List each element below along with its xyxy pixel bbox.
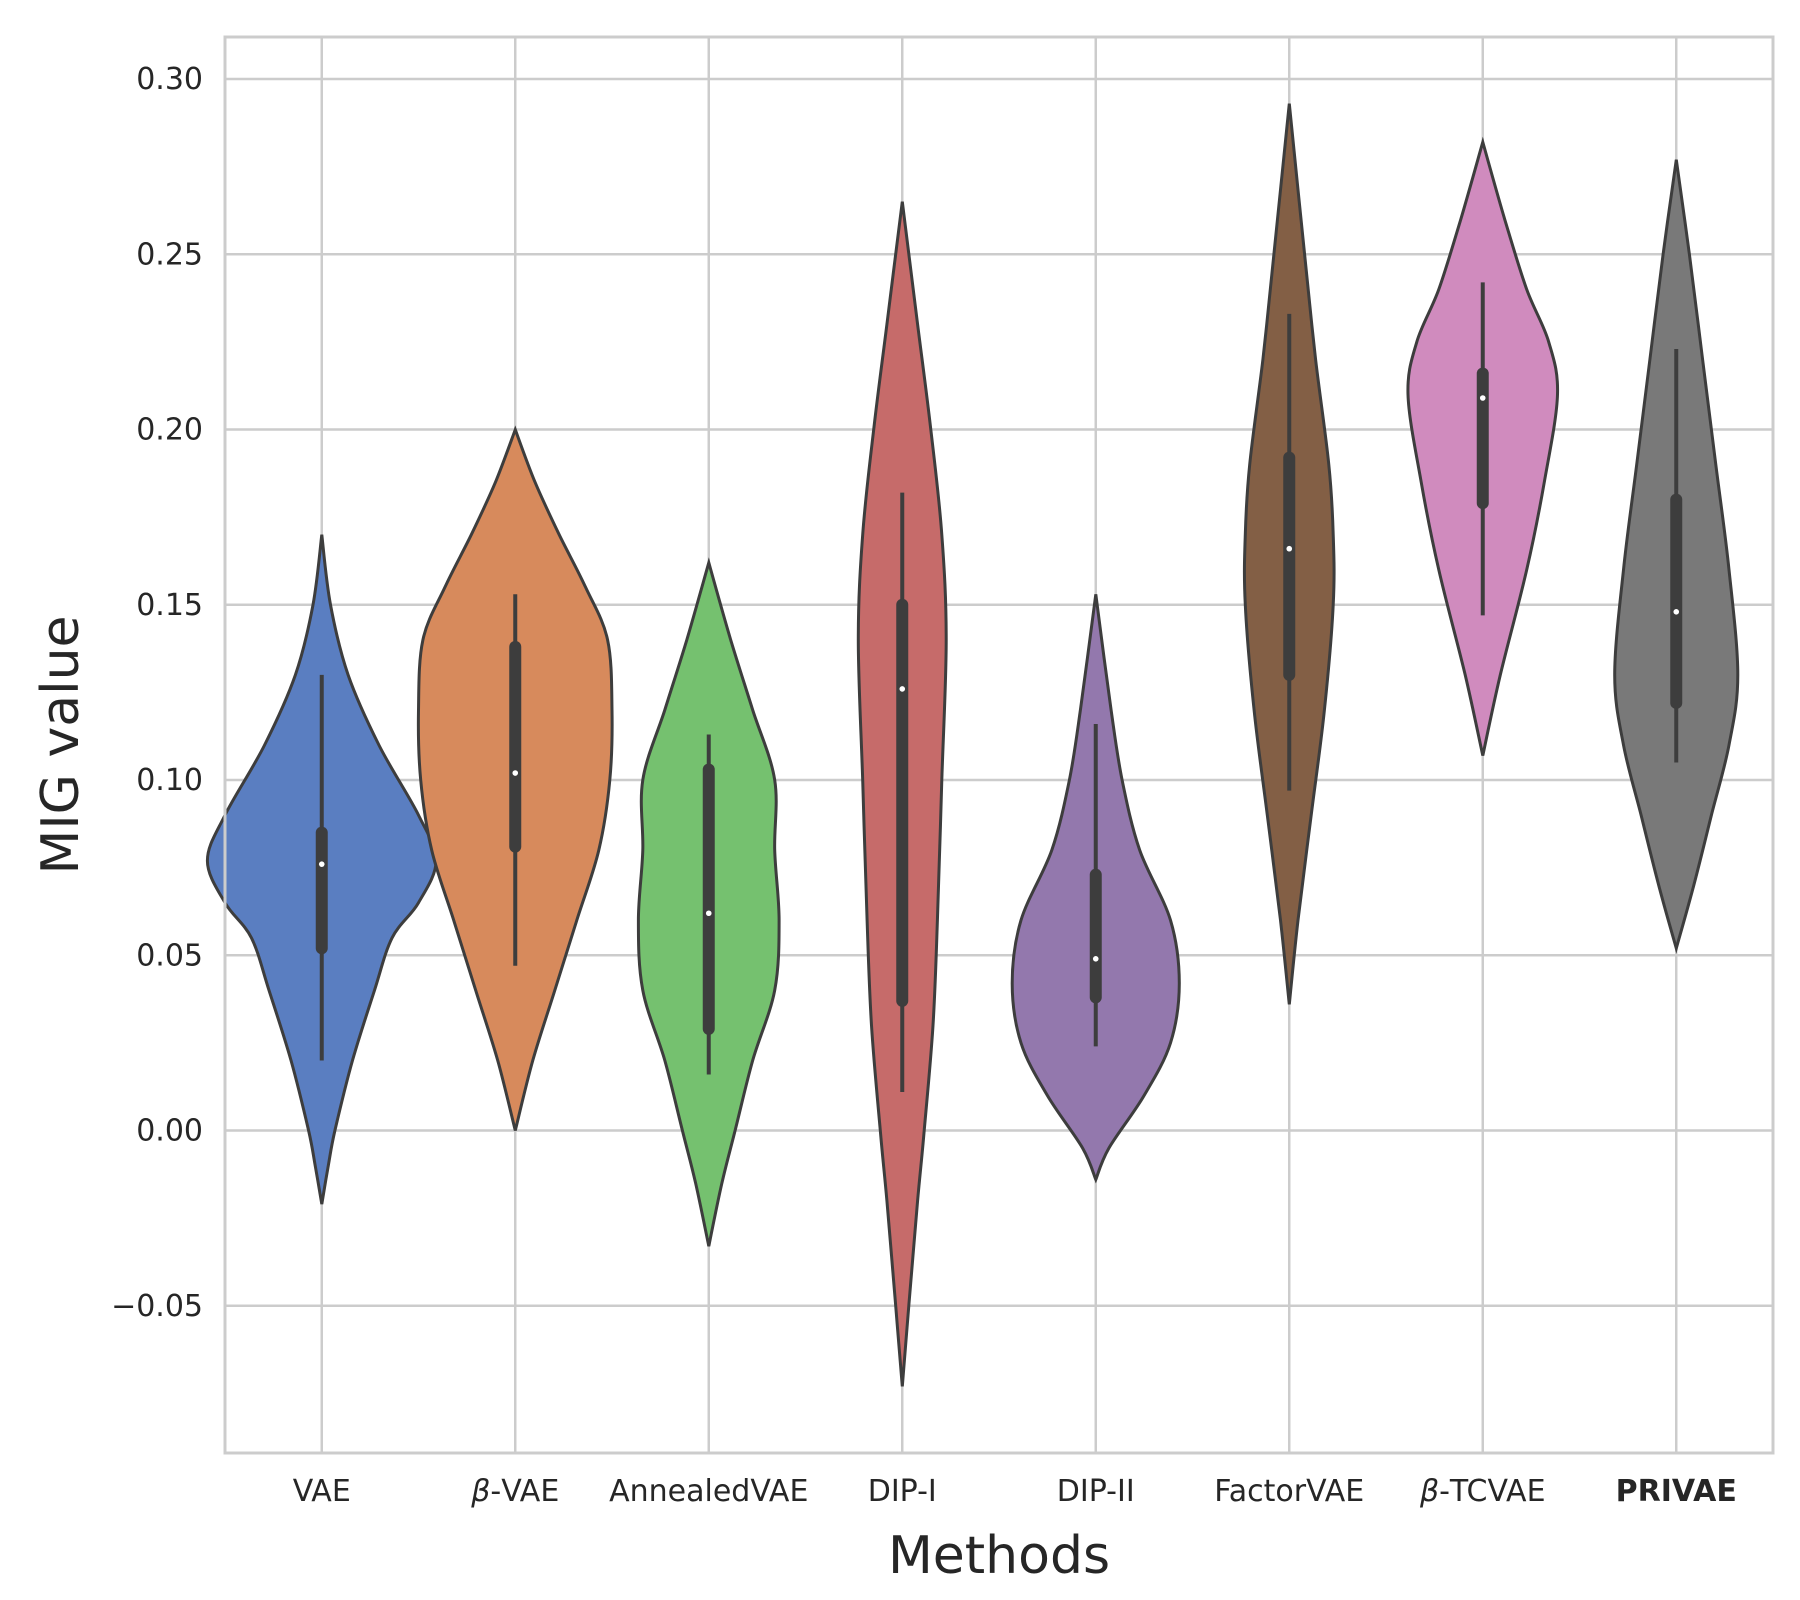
- violin-factorvae: [1242, 103, 1336, 1005]
- x-tick-label: DIP-I: [868, 1474, 937, 1509]
- violin-dip-ii: [1010, 594, 1181, 1184]
- y-tick-label: 0.20: [136, 413, 203, 448]
- violin-beta-vae: [416, 425, 614, 1131]
- y-tick-label: 0.05: [136, 938, 203, 973]
- median-point: [1673, 609, 1680, 615]
- violin-privae: [1613, 159, 1740, 954]
- x-tick-labels: VAE β-VAE AnnealedVAE DIP-I DIP-II FactorVAE β…: [293, 1474, 1737, 1509]
- y-tick-label: 0.15: [136, 588, 203, 623]
- median-point: [512, 770, 519, 776]
- y-tick-label: −0.05: [111, 1289, 203, 1324]
- violin-dip-i: [856, 201, 948, 1387]
- median-point: [1286, 545, 1293, 552]
- y-tick-label: 0.00: [136, 1114, 203, 1149]
- x-tick-label: AnnealedVAE: [609, 1474, 808, 1509]
- x-tick-label: PRIVAE: [1616, 1474, 1737, 1509]
- x-axis-title: Methods: [888, 1526, 1110, 1586]
- median-point: [705, 910, 712, 917]
- median-point: [1479, 395, 1486, 401]
- median-point: [899, 686, 906, 692]
- violins: [205, 103, 1740, 1387]
- violin-beta-tcvae: [1406, 136, 1560, 756]
- y-tick-label: 0.25: [136, 237, 203, 272]
- y-axis-title: MIG value: [31, 615, 91, 874]
- x-tick-label: DIP-II: [1057, 1474, 1135, 1509]
- x-tick-label: VAE: [293, 1474, 351, 1509]
- x-tick-label: FactorVAE: [1214, 1474, 1364, 1509]
- median-point: [318, 861, 325, 867]
- y-tick-label: 0.30: [136, 62, 203, 97]
- x-tick-label: β-VAE: [470, 1474, 559, 1509]
- plot-frame: [223, 35, 1775, 1455]
- violin-vae: [205, 534, 438, 1205]
- x-tick-label: β-TCVAE: [1419, 1474, 1546, 1509]
- violin-annealedvae: [636, 557, 781, 1247]
- y-tick-label: 0.10: [136, 763, 203, 798]
- median-point: [1092, 956, 1099, 962]
- y-tick-labels: −0.05 0.00 0.05 0.10 0.15 0.20 0.25 0.30: [111, 62, 203, 1324]
